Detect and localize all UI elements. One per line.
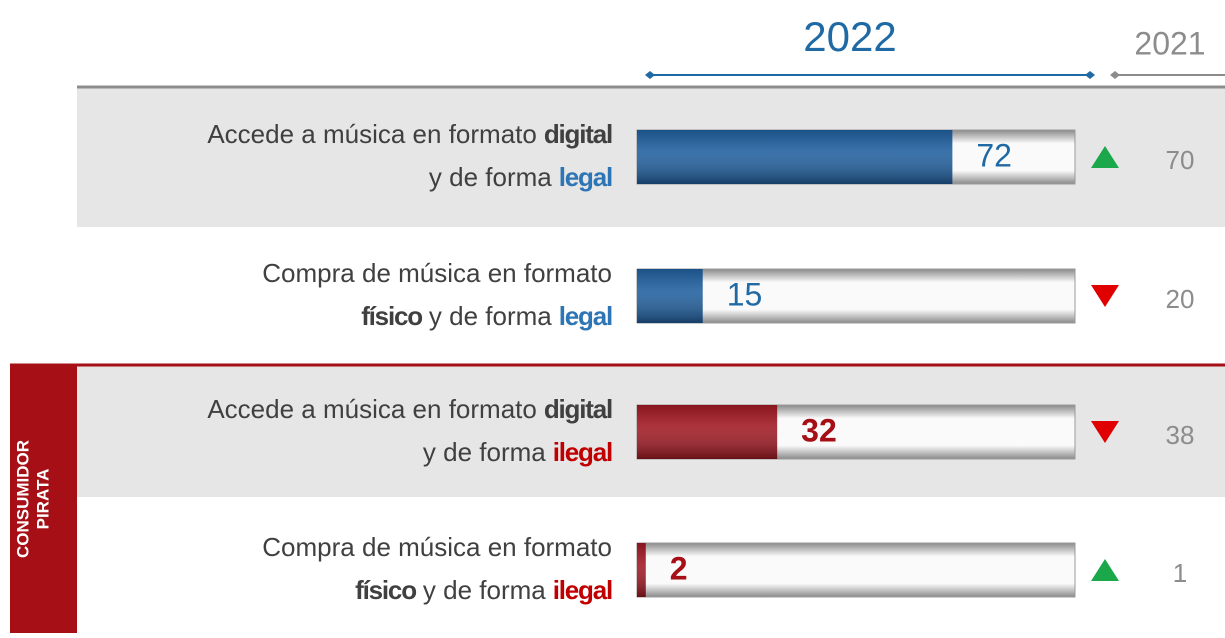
label-part: digital: [544, 119, 612, 149]
label-part: físico: [361, 301, 422, 331]
bar-shade: [637, 543, 646, 597]
row-label: Accede a música en formato digital: [207, 119, 612, 149]
trend-up: [1091, 146, 1119, 168]
label-part: Accede a música en formato: [207, 394, 537, 424]
previous-value: 20: [1166, 284, 1195, 314]
row-label: físico y de forma legal: [361, 301, 612, 331]
bracket-end: [1110, 71, 1120, 79]
label-part: Compra de música en formato: [262, 258, 612, 288]
row-label: y de forma ilegal: [423, 437, 612, 467]
bar-shade: [637, 269, 703, 323]
label-part: digital: [544, 394, 612, 424]
value-label: 2: [670, 550, 688, 586]
label-part: Accede a música en formato: [207, 119, 537, 149]
value-label: 72: [976, 137, 1012, 173]
group-label: CONSUMIDOR: [13, 440, 32, 558]
previous-value: 1: [1173, 558, 1187, 588]
value-label: 32: [801, 412, 837, 448]
label-part: ilegal: [553, 575, 612, 605]
previous-value: 38: [1166, 420, 1195, 450]
bar-shade: [637, 405, 778, 459]
trend-up: [1091, 559, 1119, 581]
label-part: y de forma: [423, 575, 546, 605]
bracket-end: [1085, 71, 1095, 79]
label-part: y de forma: [429, 162, 552, 192]
bar-track: [636, 542, 1076, 598]
label-part: legal: [559, 162, 612, 192]
label-part: y de forma: [429, 301, 552, 331]
row-label: y de forma legal: [429, 162, 612, 192]
label-part: físico: [355, 575, 416, 605]
bracket-end: [645, 71, 655, 79]
label-part: ilegal: [553, 437, 612, 467]
trend-down: [1091, 421, 1119, 443]
year-header: 2022: [803, 13, 896, 60]
label-part: y de forma: [423, 437, 546, 467]
value-label: 15: [727, 276, 763, 312]
year-header: 2021: [1134, 25, 1205, 61]
row-label: Compra de música en formato: [262, 532, 612, 562]
label-part: Compra de música en formato: [262, 532, 612, 562]
group-label: PIRATA: [33, 469, 52, 530]
label-part: legal: [559, 301, 612, 331]
previous-value: 70: [1166, 145, 1195, 175]
trend-down: [1091, 285, 1119, 307]
bar-shade: [637, 130, 953, 184]
row-label: físico y de forma ilegal: [355, 575, 612, 605]
group-box: [10, 365, 77, 633]
row-label: Compra de música en formato: [262, 258, 612, 288]
row-label: Accede a música en formato digital: [207, 394, 612, 424]
